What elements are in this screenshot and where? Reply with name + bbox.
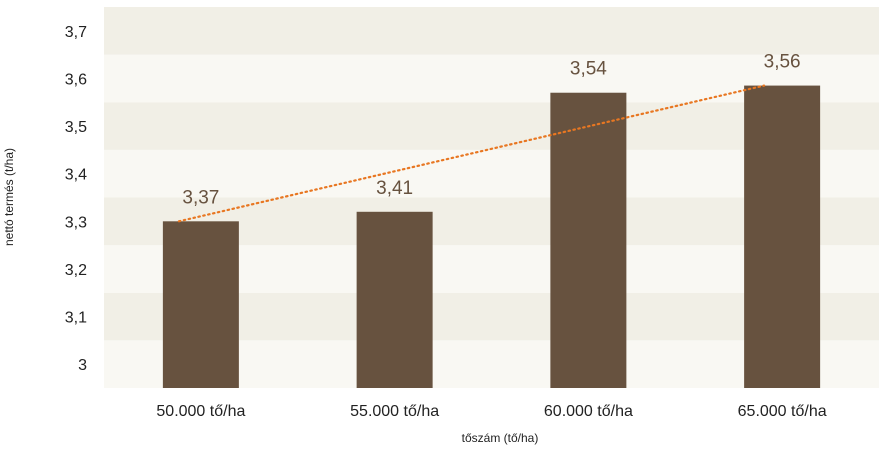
bar bbox=[744, 85, 821, 389]
y-tick-label: 3,3 bbox=[65, 214, 87, 231]
data-label: 3,56 bbox=[764, 52, 801, 73]
x-tick-label: 60.000 tő/ha bbox=[544, 403, 633, 420]
y-tick-label: 3,4 bbox=[65, 167, 87, 184]
y-axis-title: nettó termés (t/ha) bbox=[2, 148, 16, 246]
background-band bbox=[104, 7, 879, 55]
bar bbox=[550, 92, 627, 388]
x-axis-tick-labels: 50.000 tő/ha 55.000 tő/ha 60.000 tő/ha 65.0… bbox=[156, 403, 826, 420]
y-tick-label: 3 bbox=[78, 357, 87, 374]
y-axis-tick-labels: 3 3,1 3,2 3,3 3,4 3,5 3,6 3,7 bbox=[65, 24, 87, 374]
y-tick-label: 3,5 bbox=[65, 119, 87, 136]
y-tick-label: 3,1 bbox=[65, 310, 87, 327]
bar bbox=[356, 211, 433, 388]
y-tick-label: 3,2 bbox=[65, 262, 87, 279]
data-label: 3,37 bbox=[182, 187, 219, 208]
data-label: 3,54 bbox=[570, 59, 607, 80]
x-tick-label: 55.000 tő/ha bbox=[350, 403, 439, 420]
trendline bbox=[177, 84, 766, 223]
x-axis-title: tőszám (tő/ha) bbox=[462, 431, 539, 445]
x-tick-label: 65.000 tő/ha bbox=[738, 403, 827, 420]
x-tick-label: 50.000 tő/ha bbox=[156, 403, 245, 420]
y-tick-label: 3,6 bbox=[65, 71, 87, 88]
data-labels: 3,37 3,41 3,54 3,56 bbox=[182, 52, 800, 209]
trendline-group bbox=[177, 84, 766, 223]
bars bbox=[162, 85, 821, 389]
y-tick-label: 3,7 bbox=[65, 24, 87, 41]
bar bbox=[162, 221, 239, 388]
data-label: 3,41 bbox=[376, 178, 413, 199]
